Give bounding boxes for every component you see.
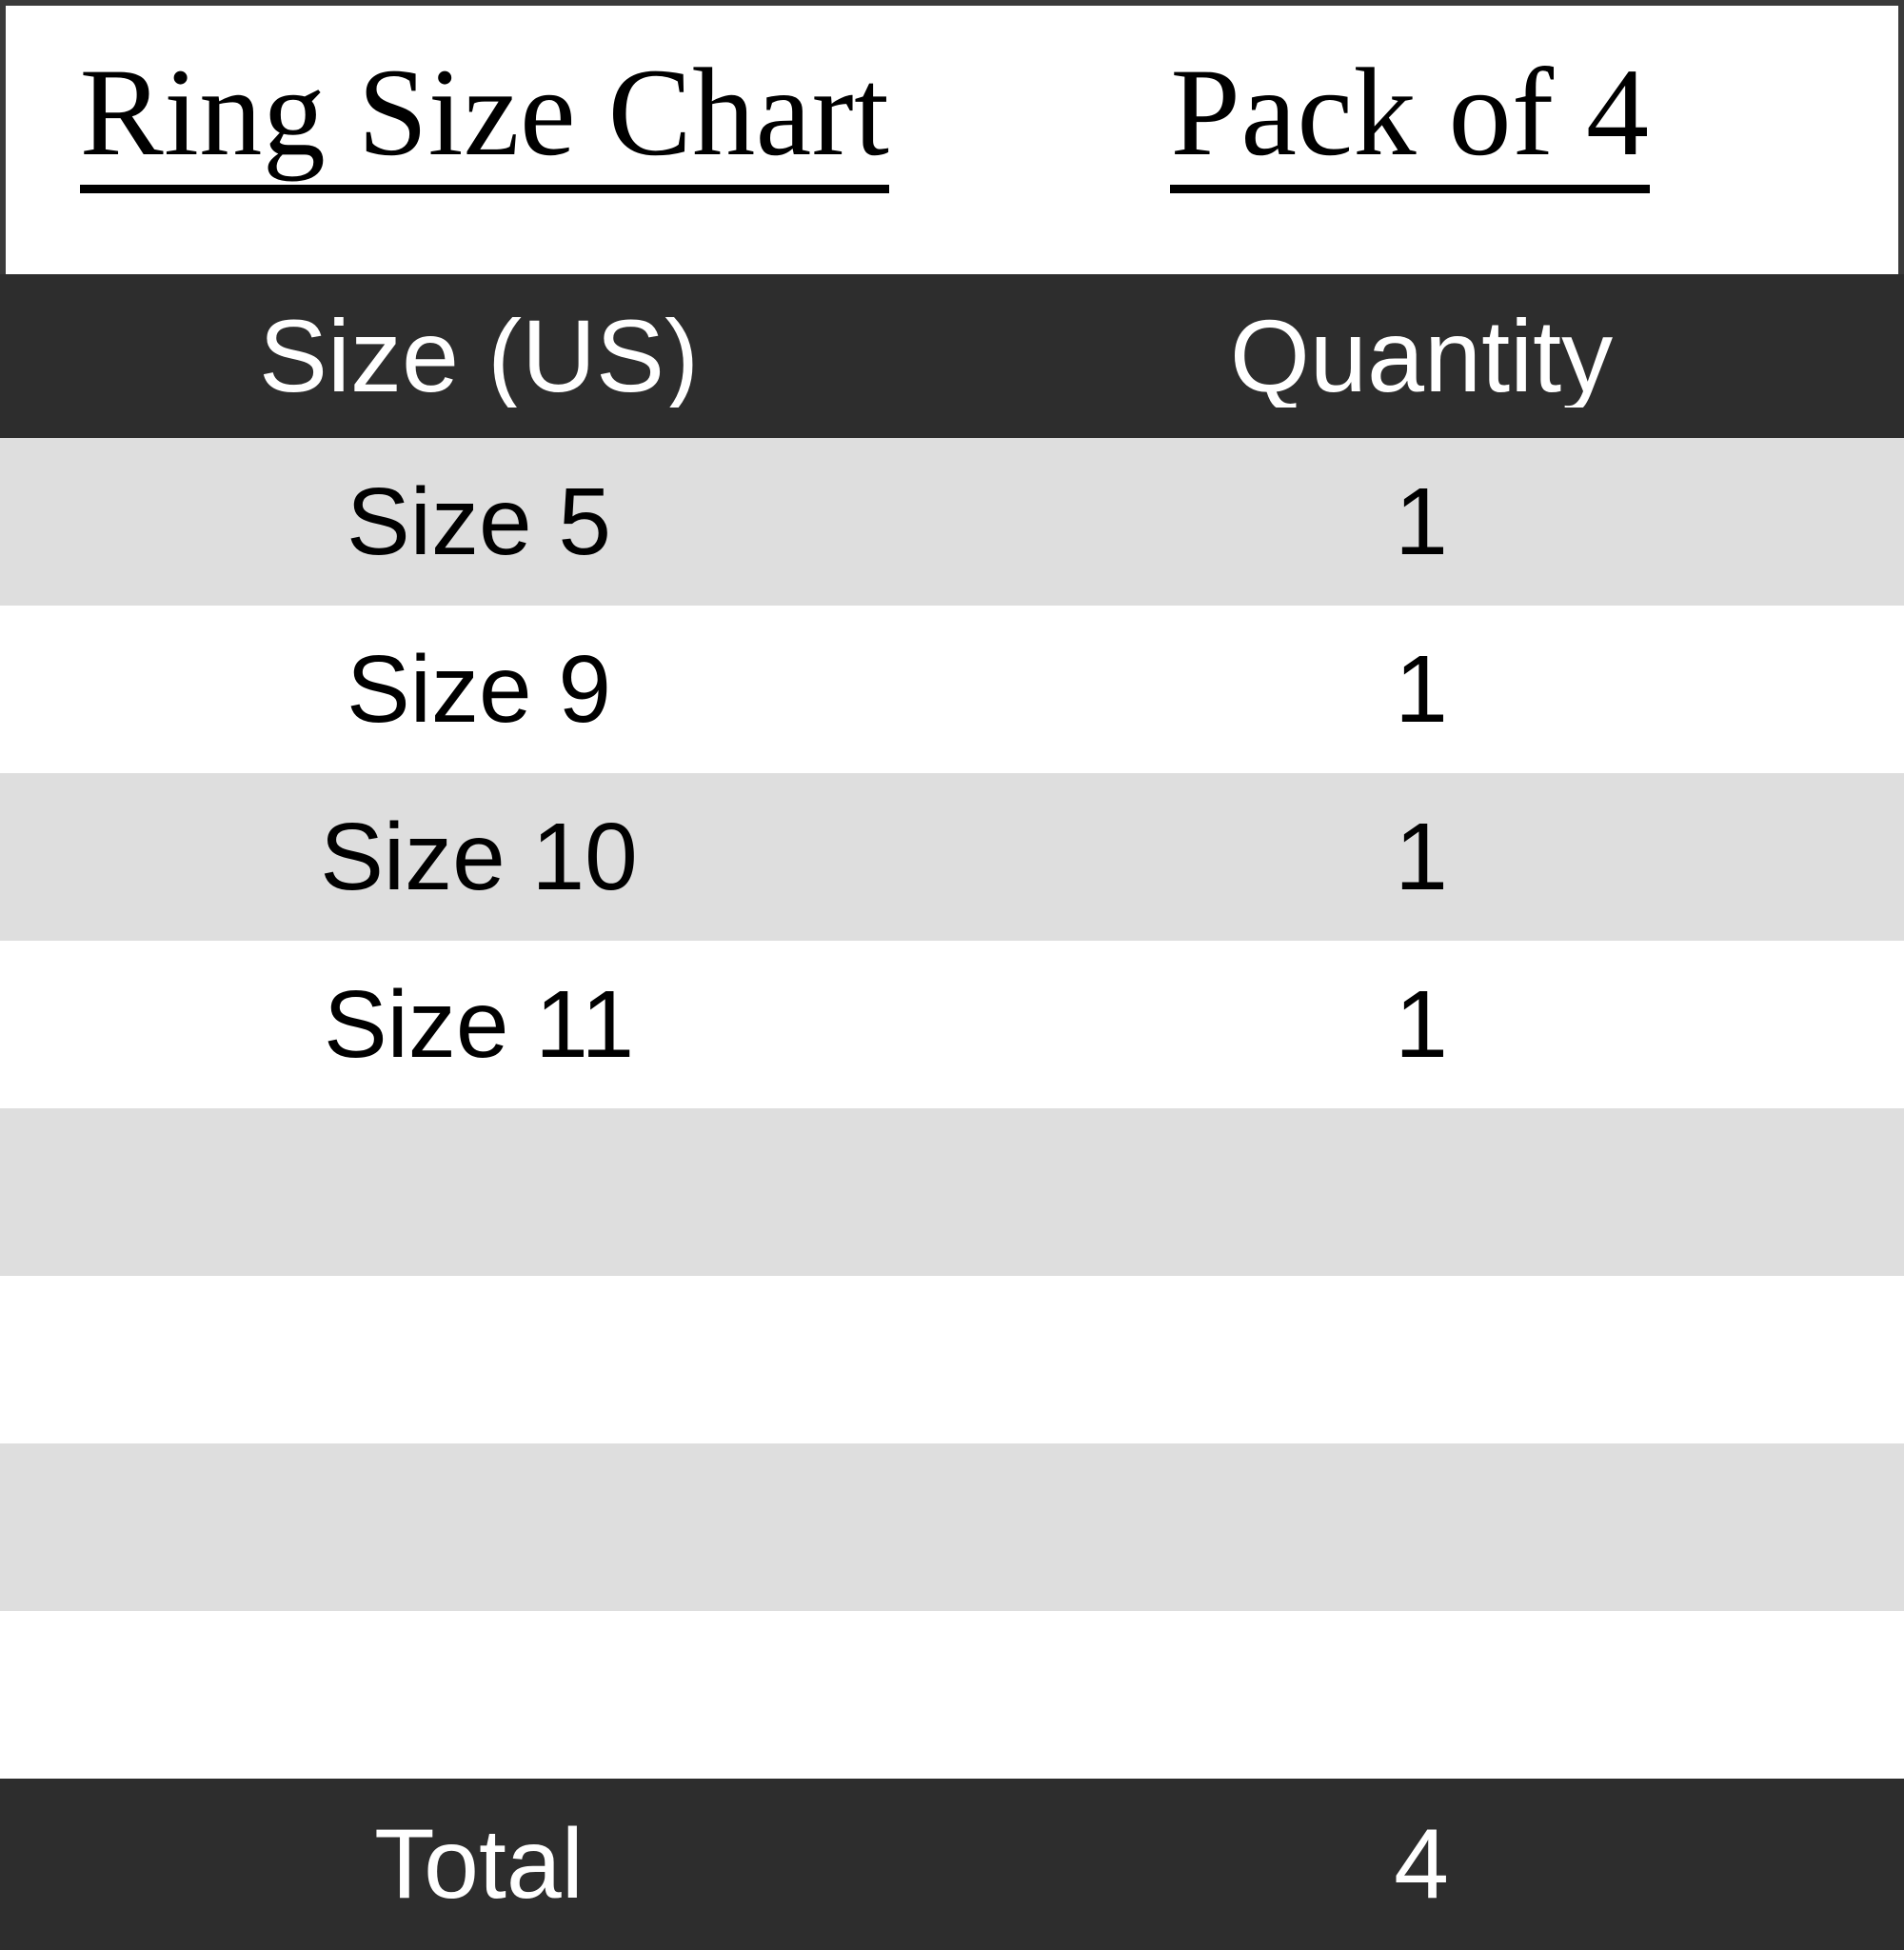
cell-quantity: 1 (1395, 977, 1448, 1072)
column-header-quantity: Quantity (1229, 305, 1614, 408)
table-row[interactable]: Size 5 1 (0, 438, 1904, 606)
table-row[interactable]: Size 10 1 (0, 773, 1904, 941)
title-left-cell: Ring Size Chart (6, 6, 963, 193)
total-label: Total (374, 1815, 584, 1914)
cell-quantity: 1 (1395, 642, 1448, 737)
cell-size: Size 5 (347, 474, 611, 569)
table-row-empty[interactable] (0, 1108, 1904, 1276)
table-row-empty[interactable] (0, 1443, 1904, 1611)
cell-size: Size 10 (320, 809, 638, 905)
table-header-row: Size (US) Quantity (0, 274, 1904, 438)
table-row[interactable]: Size 9 1 (0, 606, 1904, 773)
table-row[interactable]: Size 11 1 (0, 941, 1904, 1108)
cell-quantity: 1 (1395, 474, 1448, 569)
title-band: Ring Size Chart Pack of 4 (0, 0, 1904, 274)
total-value: 4 (1394, 1815, 1449, 1914)
table-row-empty[interactable] (0, 1611, 1904, 1779)
table-row-empty[interactable] (0, 1276, 1904, 1443)
table-total-row: Total 4 (0, 1779, 1904, 1950)
cell-size: Size 9 (347, 642, 611, 737)
pack-size-title: Pack of 4 (1170, 46, 1650, 193)
title-right-cell: Pack of 4 (963, 6, 1898, 193)
column-header-size: Size (US) (258, 305, 700, 408)
cell-quantity: 1 (1395, 809, 1448, 905)
page-title: Ring Size Chart (79, 46, 890, 193)
cell-size: Size 11 (323, 977, 635, 1072)
size-quantity-table: Size (US) Quantity Size 5 1 Size 9 1 Siz… (0, 274, 1904, 1950)
